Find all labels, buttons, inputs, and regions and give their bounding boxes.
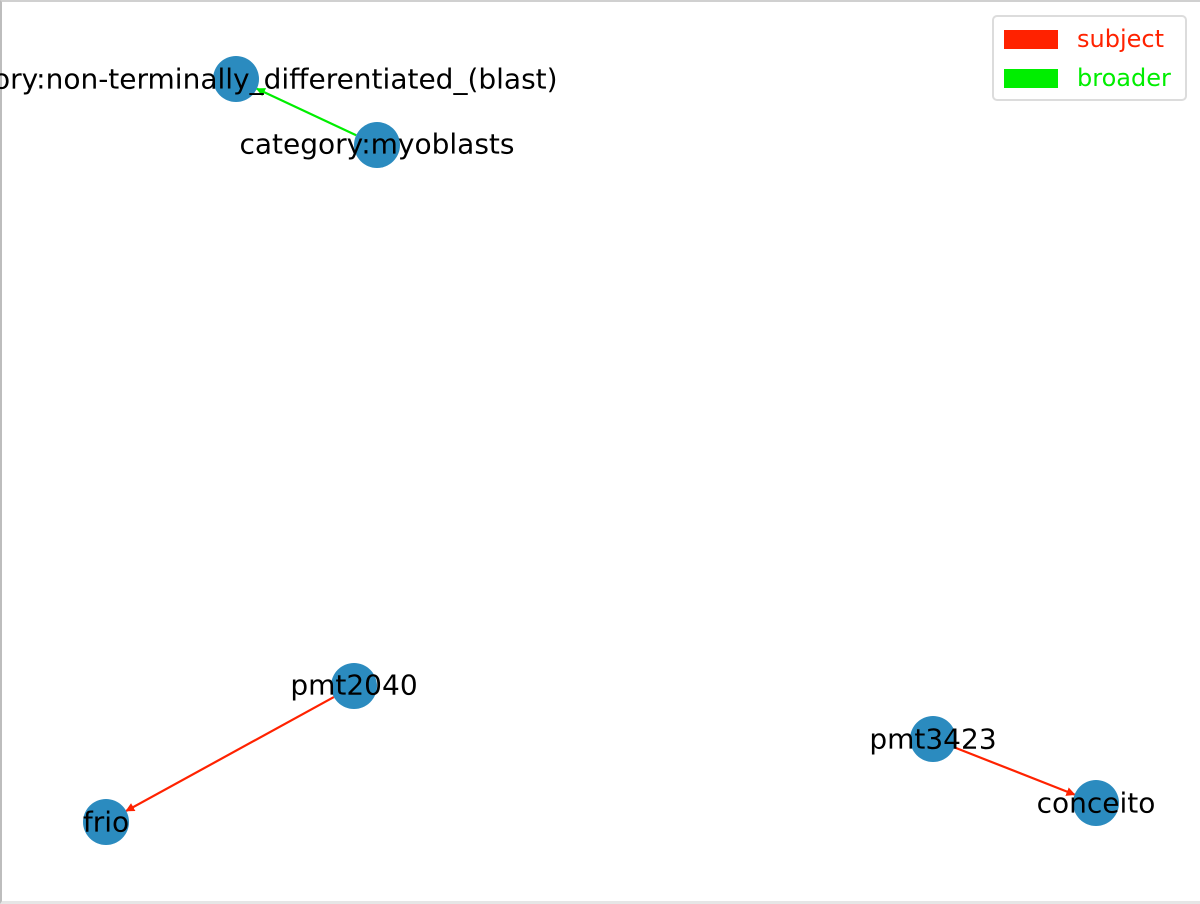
- legend-label-broader: broader: [1077, 64, 1171, 92]
- nodes-layer: [83, 56, 1119, 845]
- node-label-frio: frio: [83, 806, 129, 839]
- legend-item-subject: subject: [1004, 25, 1164, 53]
- legend-label-subject: subject: [1077, 25, 1164, 53]
- edge-pmt2040-frio: [125, 696, 335, 812]
- edges-layer: [125, 87, 1076, 812]
- legend-item-broader: broader: [1004, 64, 1171, 92]
- legend-swatch-broader: [1004, 68, 1058, 88]
- labels-layer: category:non-terminally_differentiated_(…: [0, 63, 1155, 839]
- node-label-blast: category:non-terminally_differentiated_(…: [0, 63, 558, 96]
- node-myoblasts: [354, 122, 400, 168]
- legend: subject broader: [992, 15, 1187, 101]
- node-label-pmt2040: pmt2040: [290, 669, 417, 702]
- legend-swatch-subject: [1004, 29, 1058, 49]
- node-blast: [213, 56, 259, 102]
- node-label-conceito: conceito: [1037, 787, 1156, 820]
- node-frio: [83, 799, 129, 845]
- edge-myoblasts-blast: [256, 87, 357, 137]
- edge-pmt3423-conceito: [954, 746, 1076, 796]
- node-conceito: [1073, 780, 1119, 826]
- node-label-pmt3423: pmt3423: [869, 723, 996, 756]
- node-pmt2040: [331, 663, 377, 709]
- node-pmt3423: [910, 716, 956, 762]
- node-label-myoblasts: category:myoblasts: [240, 128, 515, 161]
